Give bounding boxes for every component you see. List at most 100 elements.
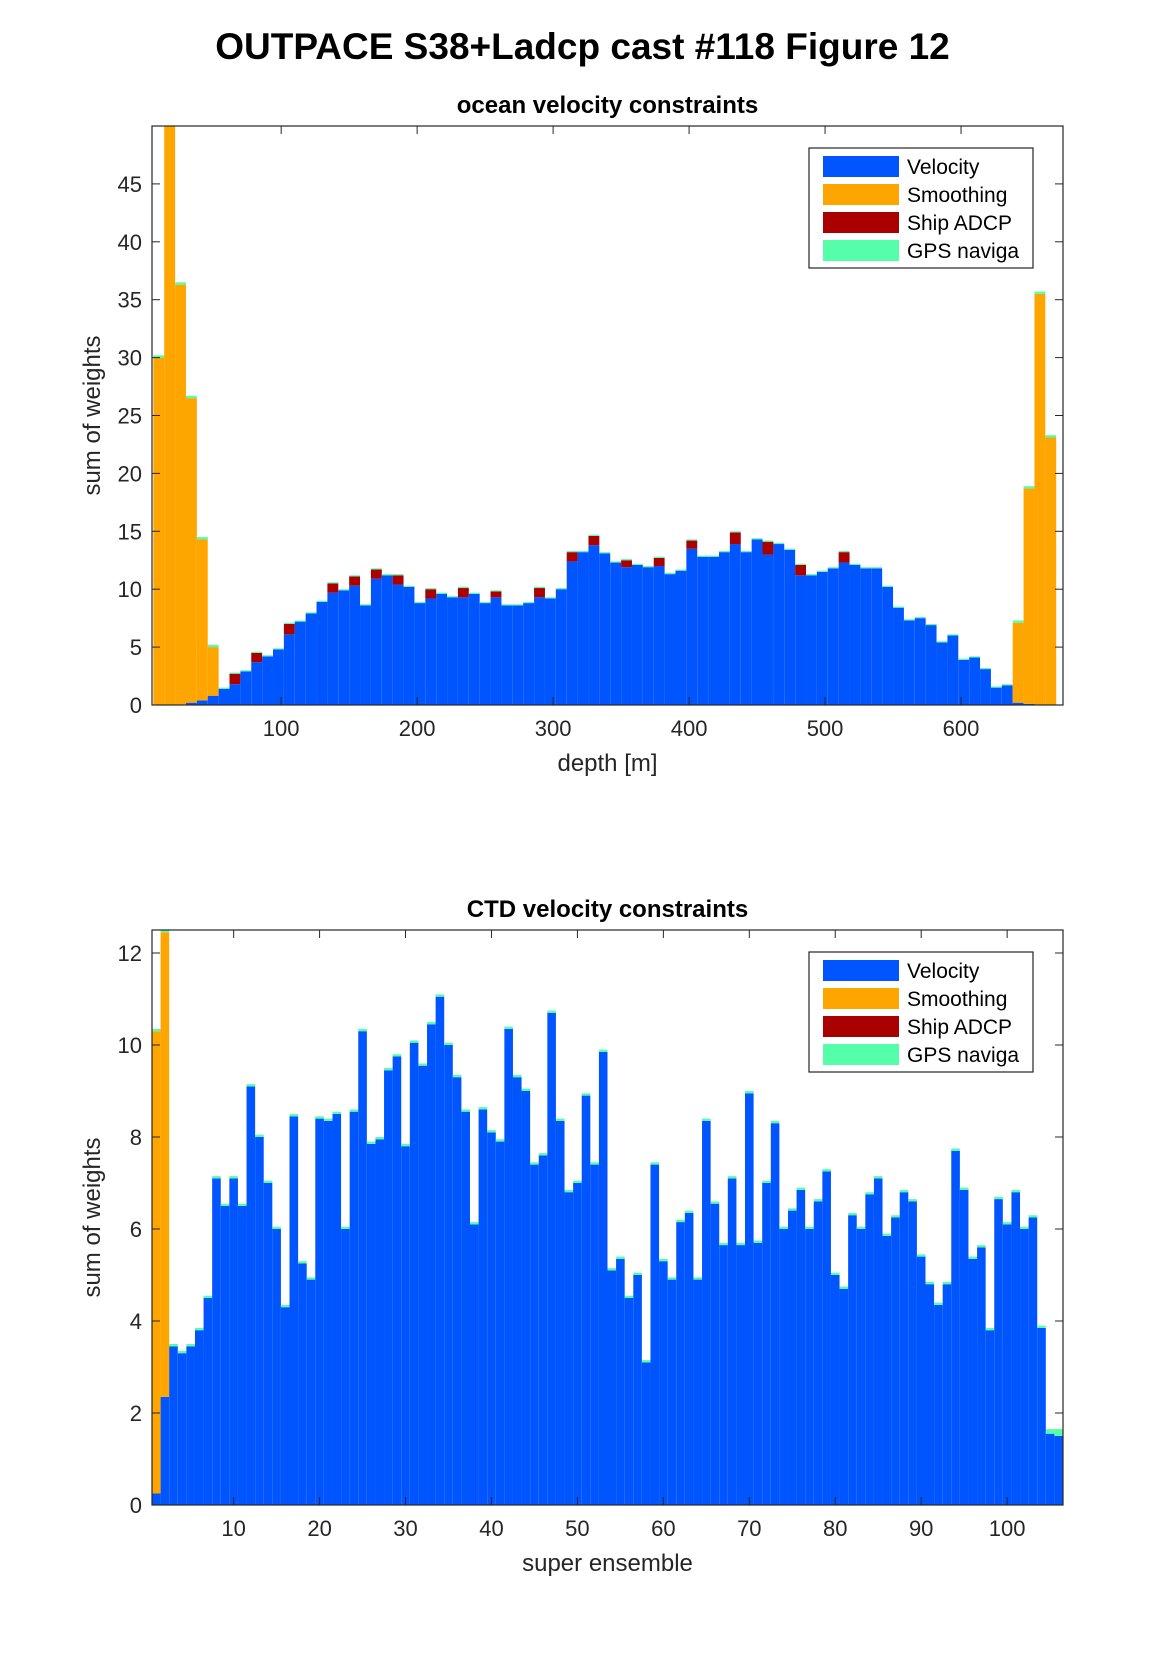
y-tick-label: 8	[130, 1125, 142, 1150]
bar-gps-naviga	[212, 1176, 221, 1179]
bar-velocity	[418, 1065, 428, 1505]
x-tick-label: 100	[263, 716, 300, 741]
bar-velocity	[315, 1118, 324, 1505]
bar-velocity	[218, 688, 230, 705]
bar-velocity	[381, 575, 393, 705]
bar-ship-adcp	[621, 560, 632, 568]
bar-gps-naviga	[753, 1240, 763, 1243]
y-tick-label: 10	[118, 1033, 142, 1058]
legend-swatch	[823, 212, 899, 233]
bar-velocity	[762, 1183, 771, 1505]
bar-velocity	[925, 1284, 935, 1505]
bar-gps-naviga	[479, 601, 491, 604]
bar-gps-naviga	[457, 586, 469, 589]
bar-smoothing	[1045, 437, 1057, 705]
bar-velocity	[702, 1120, 711, 1505]
bar-velocity	[212, 1178, 221, 1505]
x-tick-label: 500	[807, 716, 844, 741]
bar-ship-adcp	[653, 557, 665, 567]
legend-entry: Ship ADCP	[907, 212, 1012, 235]
bar-velocity	[977, 1247, 986, 1505]
bar-smoothing	[1034, 293, 1046, 705]
bar-gps-naviga	[315, 1116, 324, 1119]
bar-ship-adcp	[588, 535, 600, 546]
bar-gps-naviga	[306, 1277, 316, 1280]
x-tick-label: 20	[307, 1516, 331, 1541]
bar-velocity	[177, 1353, 187, 1505]
x-tick-label: 10	[221, 1516, 245, 1541]
bar-ship-adcp	[251, 652, 263, 663]
bar-velocity	[740, 552, 752, 705]
bar-gps-naviga	[444, 1042, 453, 1045]
bars-group	[153, 126, 1057, 705]
bar-velocity	[914, 618, 926, 705]
y-tick-label: 20	[118, 461, 142, 486]
bar-gps-naviga	[294, 620, 306, 622]
bar-velocity	[598, 1051, 608, 1505]
bar-gps-naviga	[452, 1074, 462, 1078]
bar-velocity	[684, 1212, 694, 1505]
bar-velocity	[263, 1183, 273, 1505]
bar-ship-adcp	[283, 623, 295, 635]
bar-gps-naviga	[229, 1176, 238, 1179]
bar-gps-naviga	[305, 612, 317, 614]
bar-velocity	[1054, 1436, 1063, 1505]
bar-gps-naviga	[152, 1028, 161, 1032]
bar-velocity	[697, 556, 709, 705]
axes-box	[151, 929, 1064, 1506]
bar-velocity	[958, 659, 970, 705]
x-tick-label: 60	[651, 1516, 675, 1541]
bar-velocity	[375, 1139, 385, 1505]
bar-velocity	[1012, 702, 1024, 705]
bar-velocity	[573, 1183, 582, 1505]
bar-gps-naviga	[490, 590, 502, 592]
chart-title: CTD velocity constraints	[467, 896, 748, 923]
bar-gps-naviga	[401, 1143, 410, 1147]
bar-gps-naviga	[813, 1199, 823, 1202]
bar-velocity	[280, 1307, 290, 1505]
bar-gps-naviga	[272, 1226, 281, 1229]
bar-gps-naviga	[316, 600, 328, 602]
bar-gps-naviga	[425, 588, 437, 590]
bar-velocity	[830, 1275, 840, 1505]
bar-velocity	[650, 1164, 660, 1505]
bar-smoothing	[152, 1031, 161, 1494]
bar-velocity	[152, 1493, 161, 1505]
bar-gps-naviga	[555, 1118, 565, 1121]
bar-ship-adcp	[425, 589, 437, 599]
bar-gps-naviga	[899, 1189, 909, 1193]
y-tick-label: 4	[130, 1309, 142, 1334]
bar-velocity	[599, 553, 611, 705]
bar-gps-naviga	[936, 641, 948, 643]
bar-velocity	[708, 556, 719, 705]
bar-velocity	[436, 593, 448, 705]
legend-swatch	[823, 240, 899, 261]
bar-velocity	[478, 1109, 488, 1505]
bar-gps-naviga	[521, 1088, 531, 1091]
y-tick-label: 15	[118, 519, 142, 544]
bar-gps-naviga	[262, 655, 274, 657]
bar-ship-adcp	[686, 540, 698, 549]
bar-velocity	[468, 593, 480, 705]
bar-gps-naviga	[487, 1130, 496, 1133]
legend-entry: Smoothing	[907, 184, 1007, 207]
bar-velocity	[664, 574, 676, 705]
x-tick-label: 70	[737, 1516, 761, 1541]
bar-velocity	[401, 1146, 410, 1505]
bar-velocity	[564, 1192, 574, 1505]
bar-velocity	[332, 1114, 342, 1505]
bar-gps-naviga	[598, 1049, 608, 1052]
bar-velocity	[849, 564, 861, 705]
bar-velocity	[409, 1042, 419, 1505]
bar-velocity	[544, 598, 556, 705]
bar-gps-naviga	[838, 550, 850, 553]
bar-velocity	[341, 1229, 350, 1505]
bar-velocity	[795, 575, 807, 705]
bar-velocity	[577, 552, 589, 705]
bar-gps-naviga	[414, 601, 426, 604]
bar-velocity	[185, 702, 197, 705]
bar-velocity	[676, 1222, 685, 1505]
bar-gps-naviga	[194, 1327, 204, 1331]
bar-gps-naviga	[693, 1277, 703, 1280]
bar-gps-naviga	[207, 644, 219, 648]
